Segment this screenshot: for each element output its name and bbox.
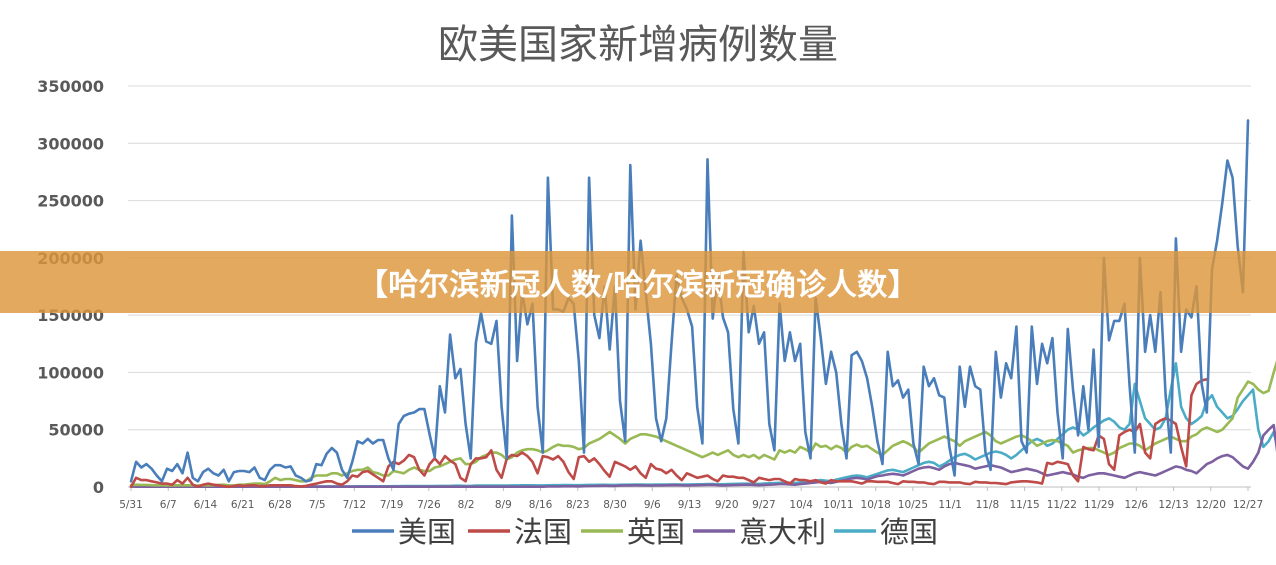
x-tick-label: 10/18 (861, 499, 891, 511)
x-tick-label: 11/22 (1047, 499, 1077, 511)
x-tick-label: 8/30 (603, 499, 627, 511)
x-tick-label: 7/19 (380, 499, 404, 511)
legend-label: 意大利 (739, 515, 826, 549)
x-tick-label: 6/21 (231, 499, 255, 511)
y-tick-label: 250000 (37, 192, 104, 211)
legend-label: 美国 (398, 515, 456, 549)
title-banner: 【哈尔滨新冠人数/哈尔滨新冠确诊人数】 (0, 251, 1276, 313)
chart-title: 欧美国家新增病例数量 (438, 22, 838, 68)
legend-label: 德国 (880, 515, 938, 549)
x-tick-label: 11/1 (938, 499, 962, 511)
x-tick-label: 12/13 (1158, 499, 1188, 511)
legend: 美国 法国 英国 意大利 德国 (352, 515, 938, 549)
x-tick-label: 12/27 (1233, 499, 1263, 511)
x-tick-label: 7/12 (343, 499, 367, 511)
x-tick-label: 6/7 (160, 499, 177, 511)
series-lines (129, 119, 1276, 489)
y-tick-label: 350000 (37, 77, 104, 96)
x-tick-label: 8/2 (458, 499, 475, 511)
x-tick-label: 9/20 (715, 499, 739, 511)
y-tick-label: 0 (93, 478, 104, 497)
y-tick-label: 100000 (37, 363, 104, 382)
x-tick-label: 10/25 (898, 499, 928, 511)
x-tick-label: 9/6 (644, 499, 661, 511)
x-axis-tick-labels: 5/31 6/7 6/14 6/21 6/28 7/5 7/12 7/19 7/26 8/2 8/9… (119, 487, 1263, 511)
series-line-3 (129, 423, 1276, 489)
x-tick-label: 11/15 (1009, 499, 1039, 511)
x-tick-label: 7/26 (417, 499, 441, 511)
y-tick-label: 300000 (37, 134, 104, 153)
x-tick-label: 9/27 (752, 499, 776, 511)
x-tick-label: 10/11 (823, 499, 853, 511)
x-tick-label: 6/28 (268, 499, 292, 511)
x-tick-label: 9/13 (678, 499, 702, 511)
x-tick-label: 11/29 (1084, 499, 1114, 511)
x-tick-label: 12/6 (1125, 499, 1149, 511)
y-tick-label: 50000 (48, 421, 104, 440)
series-line-2 (129, 360, 1276, 487)
x-tick-label: 5/31 (119, 499, 143, 511)
x-tick-label: 8/23 (566, 499, 590, 511)
legend-label: 英国 (627, 515, 685, 549)
series-line-1 (129, 377, 1209, 489)
x-tick-label: 6/14 (194, 499, 218, 511)
x-tick-label: 10/4 (789, 499, 813, 511)
legend-label: 法国 (514, 515, 572, 549)
x-tick-label: 11/8 (976, 499, 1000, 511)
x-tick-label: 7/5 (309, 499, 326, 511)
x-tick-label: 8/16 (529, 499, 553, 511)
banner-text: 【哈尔滨新冠人数/哈尔滨新冠确诊人数】 (357, 268, 919, 303)
x-tick-label: 12/20 (1196, 499, 1226, 511)
x-tick-label: 8/9 (495, 499, 512, 511)
series-line-0 (129, 119, 1250, 483)
